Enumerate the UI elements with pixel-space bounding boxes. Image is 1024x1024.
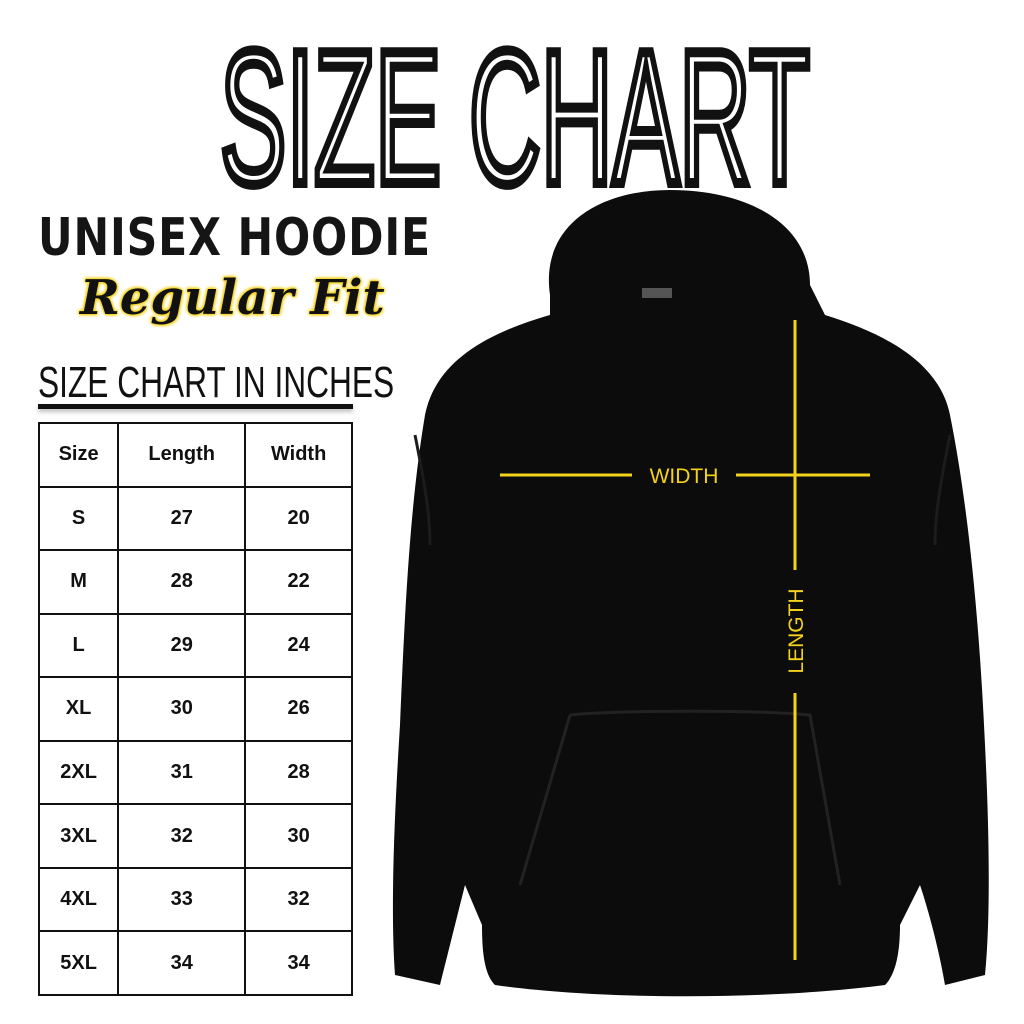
heading-underline — [38, 404, 353, 409]
header-length: Length — [117, 422, 247, 488]
cell-length: 31 — [117, 739, 247, 806]
cell-length: 29 — [117, 612, 247, 679]
cell-size: M — [37, 549, 120, 615]
cell-length: 34 — [117, 930, 247, 996]
cell-length: 28 — [117, 549, 247, 615]
cell-width: 26 — [244, 676, 353, 742]
cell-width: 30 — [244, 803, 353, 869]
title: SIZE CHART — [215, 7, 815, 200]
table-row: 2XL 31 28 — [37, 739, 353, 806]
length-label: LENGTH — [785, 588, 808, 673]
table-row: 4XL 33 32 — [37, 866, 353, 933]
table-row: S 27 20 — [37, 485, 353, 552]
cell-width: 24 — [244, 612, 353, 679]
cell-length: 32 — [117, 803, 247, 869]
cell-size: 5XL — [37, 930, 120, 996]
cell-width: 34 — [244, 930, 353, 996]
hoodie-image — [392, 190, 989, 997]
cell-size: 2XL — [37, 739, 120, 806]
cell-size: S — [37, 485, 120, 552]
header-width: Width — [244, 422, 353, 488]
product-name: UNISEX HOODIE — [38, 208, 431, 268]
size-table: Size Length Width S 27 20 M 28 22 L 29 24 XL 30 26 2… — [37, 422, 353, 996]
cell-width: 32 — [244, 866, 353, 933]
cell-width: 28 — [244, 739, 353, 806]
cell-length: 33 — [117, 866, 247, 933]
title-text: SIZE CHART — [220, 12, 810, 200]
cell-width: 22 — [244, 549, 353, 615]
width-label: WIDTH — [650, 465, 719, 488]
table-header-row: Size Length Width — [37, 422, 353, 488]
units-heading: SIZE CHART IN INCHES — [38, 358, 395, 407]
header-size: Size — [37, 422, 120, 488]
table-row: 3XL 32 30 — [37, 803, 353, 869]
cell-size: 4XL — [37, 866, 120, 933]
cell-size: L — [37, 612, 120, 679]
cell-size: 3XL — [37, 803, 120, 869]
cell-length: 30 — [117, 676, 247, 742]
table-row: 5XL 34 34 — [37, 930, 353, 996]
table-row: L 29 24 — [37, 612, 353, 679]
fit-label: Regular Fit — [80, 270, 385, 326]
hoodie-diagram: WIDTH LENGTH — [392, 190, 989, 997]
cell-size: XL — [37, 676, 120, 742]
cell-length: 27 — [117, 485, 247, 552]
length-measure-line: LENGTH — [785, 320, 808, 960]
table-row: XL 30 26 — [37, 676, 353, 742]
width-measure-line: WIDTH — [500, 465, 870, 488]
cell-width: 20 — [244, 485, 353, 552]
table-row: M 28 22 — [37, 549, 353, 615]
